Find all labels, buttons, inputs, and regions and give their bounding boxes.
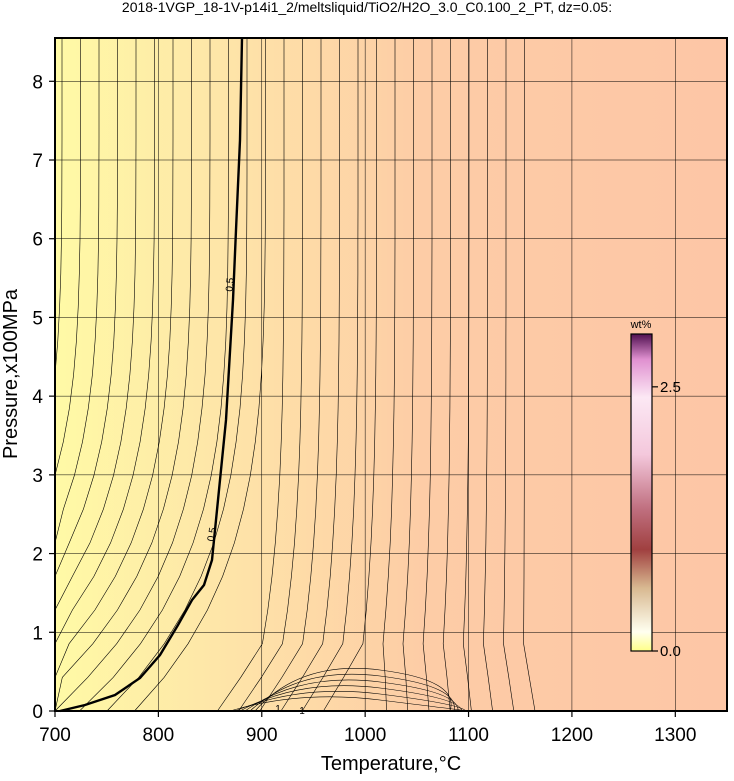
contour-label: 1 [275, 704, 281, 715]
x-axis-label: Temperature,°C [321, 753, 461, 775]
contour-line [249, 673, 455, 712]
y-tick-label: 0 [32, 702, 43, 723]
colorbar [630, 333, 653, 652]
contour-label: 0.5 [224, 277, 236, 292]
contour-line [523, 38, 536, 712]
x-tick-label: 900 [246, 725, 278, 746]
plot-area [55, 38, 727, 711]
contour-line [54, 38, 174, 711]
y-tick-label: 1 [32, 623, 43, 644]
x-tick-label: 800 [143, 725, 175, 746]
contour-line [503, 38, 515, 712]
contour-line [280, 38, 340, 712]
y-tick-label: 3 [32, 466, 43, 487]
chart-title: 2018-1VGP_18-1V-p14i1_2/meltsliquid/TiO2… [122, 0, 612, 15]
contour-line [382, 38, 396, 712]
contour-line [483, 38, 493, 712]
x-tick-label: 700 [39, 725, 71, 746]
contour-line [54, 38, 155, 711]
contour-line [54, 38, 192, 712]
contour-lines [54, 38, 536, 712]
contour-line [217, 38, 285, 712]
contour-line [54, 38, 211, 712]
contour-line [79, 38, 229, 712]
y-tick-label: 5 [32, 308, 43, 329]
contour-line [442, 38, 451, 712]
contour-line [259, 38, 322, 712]
y-tick-label: 7 [32, 151, 43, 172]
contour-line [323, 38, 377, 712]
plot-frame [54, 37, 728, 712]
contour-label: 1 [299, 706, 305, 717]
contour-line [244, 679, 459, 712]
contour-line [301, 38, 359, 712]
y-tick-label: 4 [32, 387, 43, 408]
contour-line [134, 38, 266, 712]
contour-line [402, 38, 414, 712]
contour-line [54, 38, 137, 711]
y-axis-label: Pressure,x100MPa [0, 288, 22, 459]
colorbar-tick-label: 0.0 [660, 643, 681, 660]
x-tick-label: 1300 [654, 725, 696, 746]
contour-line [422, 38, 433, 712]
x-tick-label: 1200 [551, 725, 593, 746]
contour-label: 0.5 [206, 526, 219, 542]
contour-line [234, 691, 467, 712]
contour-line [106, 38, 248, 712]
contour-0.5 [59, 37, 244, 713]
y-tick-label: 6 [32, 230, 43, 251]
contour-line [238, 38, 303, 712]
x-tick-label: 1000 [344, 725, 386, 746]
contour-line [254, 668, 452, 712]
colorbar-tick-label: 2.5 [660, 379, 681, 396]
y-tick-label: 8 [32, 72, 43, 93]
y-tick-label: 2 [32, 545, 43, 566]
x-tick-label: 1100 [448, 725, 489, 746]
colorbar-label: wt% [630, 319, 652, 331]
